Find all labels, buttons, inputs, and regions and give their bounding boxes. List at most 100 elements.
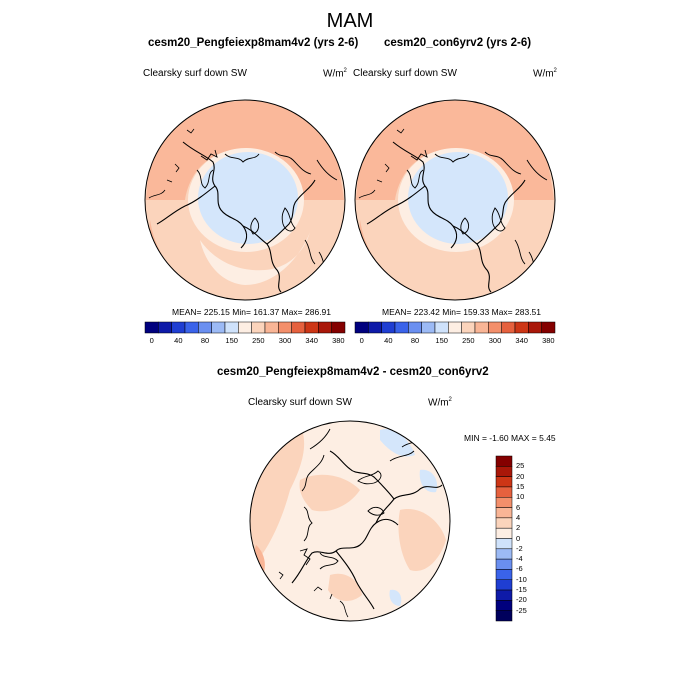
panel1-colorbar-box xyxy=(304,321,319,334)
diff-colorbar-box xyxy=(495,455,513,467)
panel1-stats: MEAN= 225.15 Min= 161.37 Max= 286.91 xyxy=(172,307,332,317)
panel1-colorbar-box xyxy=(318,321,332,334)
diff-panel-title: cesm20_Pengfeiexp8mam4v2 - cesm20_con6yr… xyxy=(217,366,489,378)
diff-colorbar-box xyxy=(495,507,513,519)
panel2-colorbar-tick-label: 40 xyxy=(384,336,393,345)
panel2-colorbar-tick-label: 250 xyxy=(462,336,475,345)
panel2-colorbar-tick-label: 300 xyxy=(488,336,502,345)
diff-colorbar-box xyxy=(495,466,513,477)
panel1-colorbar-tick-label: 0 xyxy=(149,336,154,345)
diff-colorbar-tick-label: 25 xyxy=(516,461,525,471)
diff-map-border xyxy=(249,420,451,622)
diff-field-2-4-south xyxy=(328,573,362,602)
panel2-colorbar-box xyxy=(394,321,409,334)
diff-field-neg-south xyxy=(389,589,402,606)
panel1-colorbar xyxy=(144,321,346,334)
diff-colorbar-tick-label: -6 xyxy=(516,564,523,574)
panel2-colorbar-box xyxy=(514,321,529,334)
diff-colorbar-tick-label: -20 xyxy=(516,595,527,605)
diff-colorbar-tick-label: 15 xyxy=(516,481,525,491)
panel1-colorbar-box xyxy=(158,321,172,334)
panel2-stats: MEAN= 223.42 Min= 159.33 Max= 283.51 xyxy=(382,307,542,317)
diff-map xyxy=(250,421,450,621)
diff-colorbar-tick-label: 20 xyxy=(516,471,525,481)
panel2-map-border xyxy=(354,99,556,301)
panel1-colorbar-tick-label: 150 xyxy=(225,336,238,345)
panel1-colorbar-tick-label: 300 xyxy=(278,336,292,345)
diff-colorbar-tick-label: 10 xyxy=(516,492,525,502)
diff-colorbar-tick-label: -2 xyxy=(516,543,523,553)
panel2-units-label: W/m2 xyxy=(533,68,557,80)
panel1-colorbar-tick-label: 250 xyxy=(252,336,265,345)
diff-colorbar-tick-label: 0 xyxy=(516,533,521,543)
panel1-colorbar-box xyxy=(144,321,159,334)
diff-colorbar-box xyxy=(495,558,513,570)
panel1-colorbar-tick-label: 380 xyxy=(332,336,345,345)
panel1-colorbar-box xyxy=(264,321,279,334)
diff-colorbar-box xyxy=(495,517,513,529)
panel1-title: cesm20_Pengfeiexp8mam4v2 (yrs 2-6) xyxy=(148,37,359,49)
panel1-colorbar-box xyxy=(211,321,226,334)
panel1-colorbar-box xyxy=(171,321,186,334)
panel1-colorbar-box xyxy=(278,321,292,334)
panel2-colorbar-box xyxy=(501,321,516,334)
panel2-colorbar-tick-label: 380 xyxy=(542,336,555,345)
panel1-field-150-200 xyxy=(198,152,298,244)
panel2-colorbar-tick-label: 0 xyxy=(359,336,364,345)
diff-field-neg-north xyxy=(380,429,415,457)
diff-field-2-4-centre xyxy=(299,474,360,512)
panel2-colorbar-box xyxy=(354,321,369,334)
diff-stats: MIN = -1.60 MAX = 5.45 xyxy=(464,433,556,443)
panel1-map-border xyxy=(144,99,346,301)
diff-colorbar-box xyxy=(495,548,513,560)
diff-colorbar-tick-label: -15 xyxy=(516,585,527,595)
panel1-colorbar-box xyxy=(238,321,252,334)
panel1-colorbar-box xyxy=(224,321,239,334)
diff-colorbar-box xyxy=(495,476,513,488)
panel2-title: cesm20_con6yrv2 (yrs 2-6) xyxy=(384,37,532,49)
panel2-colorbar-box xyxy=(528,321,542,334)
diff-colorbar-tick-label: 4 xyxy=(516,512,521,522)
panel1-colorbar-tick-label: 340 xyxy=(305,336,318,345)
panel2-colorbar-box xyxy=(381,321,396,334)
panel1-colorbar-tick-label: 40 xyxy=(174,336,183,345)
diff-colorbar-box xyxy=(495,589,513,601)
diff-colorbar-tick-label: 2 xyxy=(516,523,521,533)
diff-colorbar-box xyxy=(495,569,513,580)
panel1-colorbar-tick-label: 80 xyxy=(200,336,210,345)
panel2-colorbar-tick-label: 80 xyxy=(410,336,420,345)
diff-colorbar-box xyxy=(495,600,513,611)
panel1-colorbar-box xyxy=(331,321,346,334)
figure-title: MAM xyxy=(326,10,374,32)
panel1-colorbar-box xyxy=(184,321,199,334)
panel2-colorbar-tick-label: 340 xyxy=(515,336,528,345)
panel1-variable-label: Clearsky surf down SW xyxy=(143,68,247,79)
panel1-map xyxy=(145,100,345,300)
panel1-field-200-250 xyxy=(200,232,310,285)
panel2-colorbar-box xyxy=(434,321,449,334)
diff-colorbar-tick-label: -10 xyxy=(516,574,527,584)
diff-colorbar xyxy=(495,455,513,622)
panel2-field-150-200 xyxy=(408,152,508,244)
panel2-colorbar-tick-label: 150 xyxy=(435,336,448,345)
diff-colorbar-box xyxy=(495,538,513,550)
panel1-colorbar-box xyxy=(198,321,212,334)
panel2-colorbar-box xyxy=(474,321,489,334)
diff-units-label: W/m2 xyxy=(428,397,452,409)
diff-colorbar-box xyxy=(495,497,513,508)
diff-colorbar-box xyxy=(495,579,513,591)
diff-variable-label: Clearsky surf down SW xyxy=(248,397,352,408)
panel1-colorbar-box xyxy=(251,321,266,334)
diff-field-2-4-east xyxy=(398,509,446,571)
panel2-colorbar-box xyxy=(541,321,556,334)
diff-colorbar-tick-label: -4 xyxy=(516,554,523,564)
panel2-colorbar-box xyxy=(448,321,462,334)
panel2-colorbar-box xyxy=(461,321,476,334)
panel2-colorbar xyxy=(354,321,556,334)
panel2-colorbar-box xyxy=(408,321,422,334)
panel2-colorbar-box xyxy=(368,321,382,334)
panel1-colorbar-box xyxy=(291,321,306,334)
diff-colorbar-tick-label: -25 xyxy=(516,605,527,615)
diff-colorbar-tick-label: 6 xyxy=(516,502,521,512)
